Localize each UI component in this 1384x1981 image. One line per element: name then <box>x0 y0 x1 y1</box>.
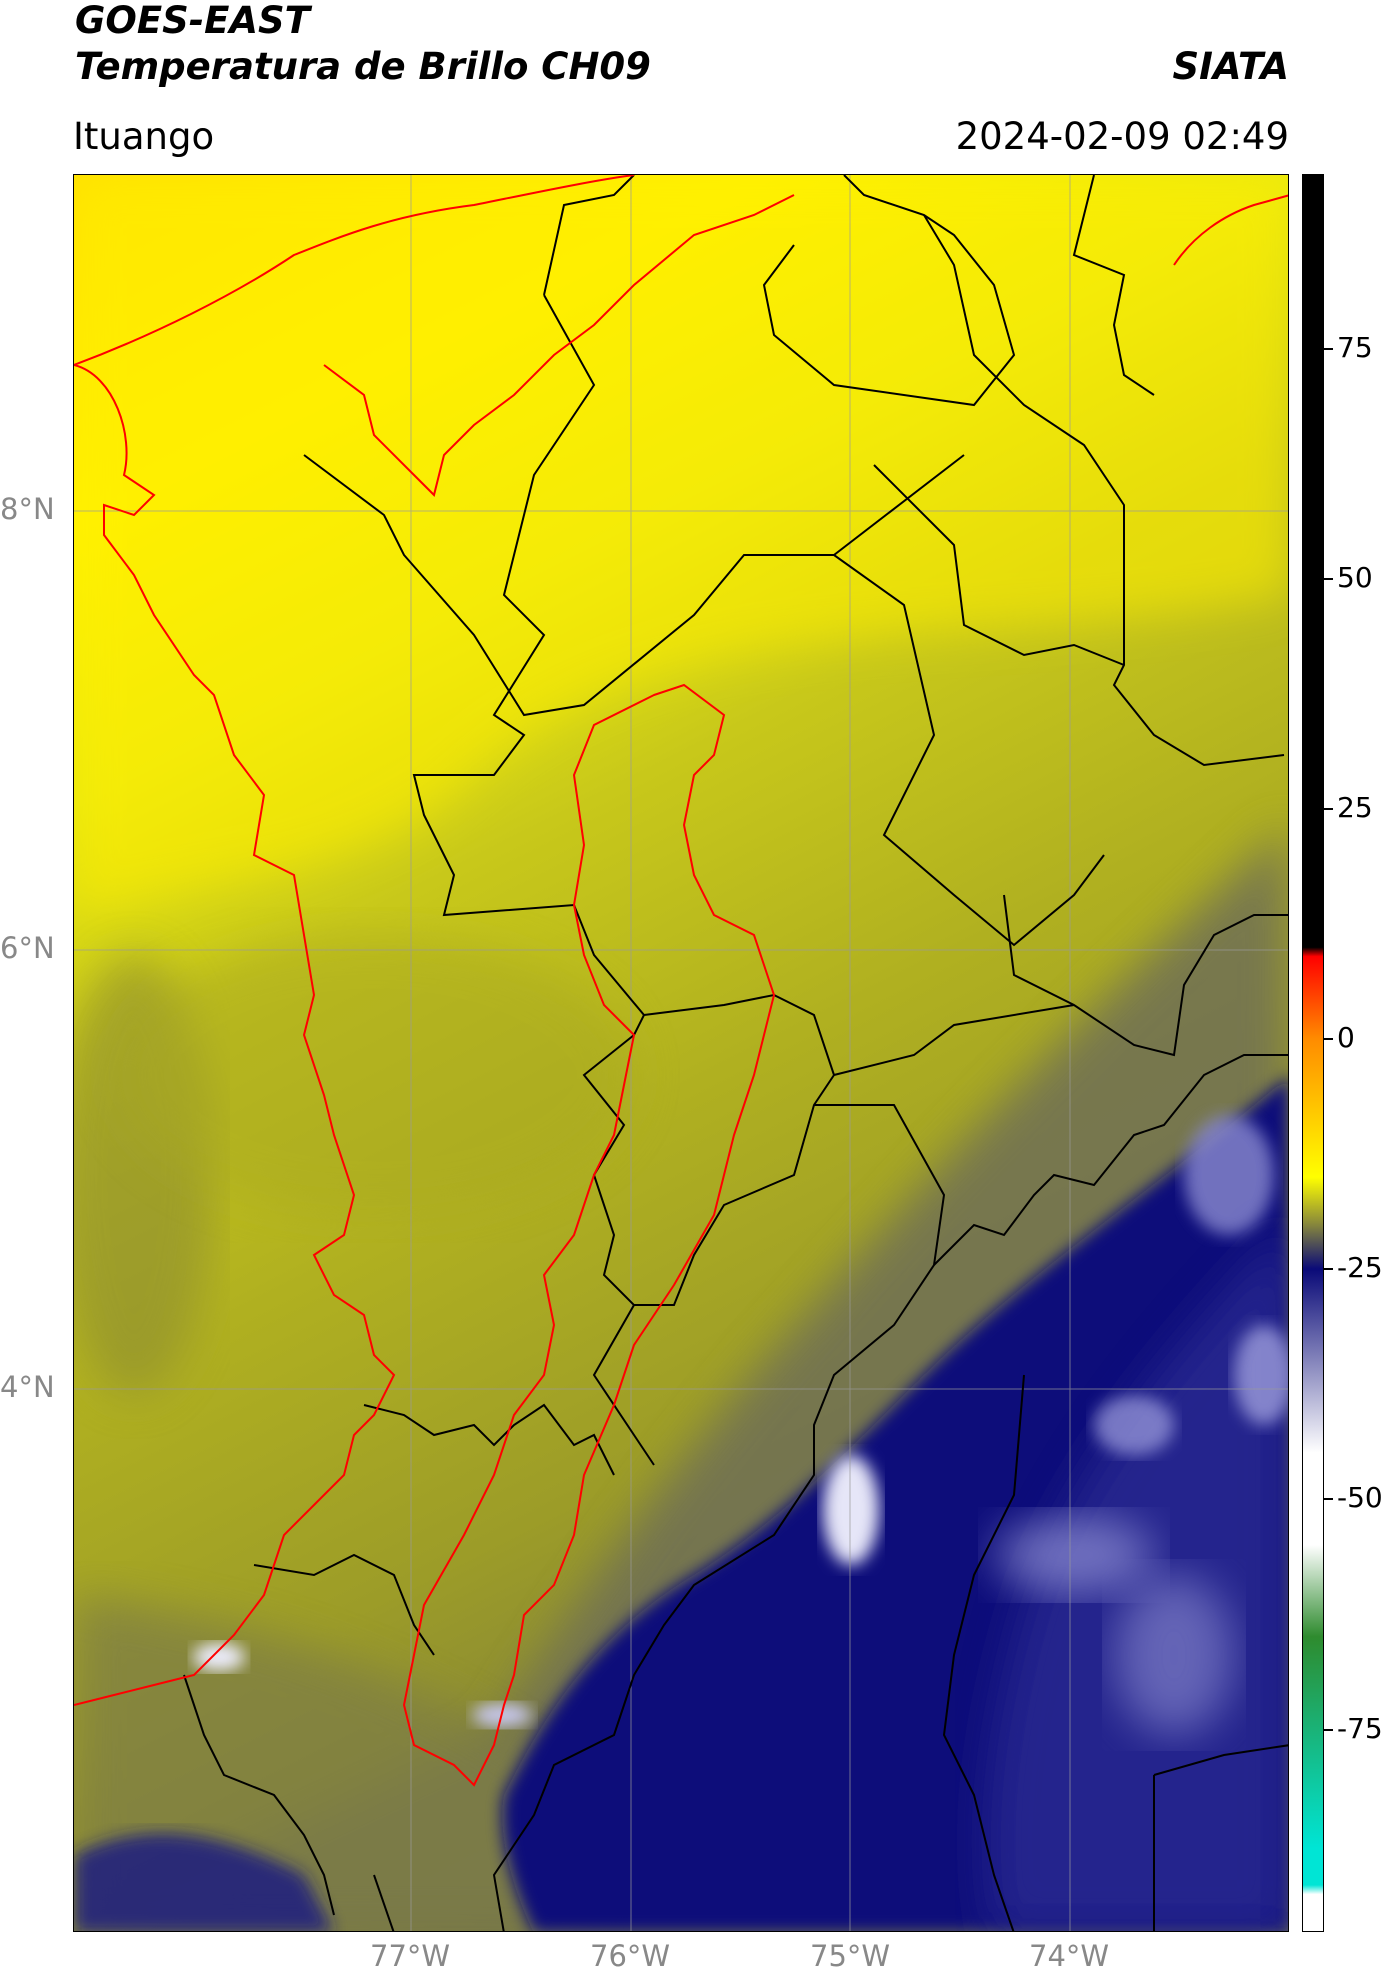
colorbar-tick-label: 50 <box>1337 560 1373 594</box>
lon-label-77w: 77°W <box>370 1939 451 1973</box>
colorbar-tick-mark <box>1324 347 1333 350</box>
colorbar-tick-label: 25 <box>1337 791 1373 825</box>
lon-label-76w: 76°W <box>590 1939 671 1973</box>
department-boundaries <box>183 175 1288 1931</box>
title-product: Temperatura de Brillo CH09 <box>75 45 651 88</box>
lat-label-8n: 8°N <box>0 492 55 526</box>
colorbar-tick-mark <box>1324 1728 1333 1731</box>
brightness-temperature-map <box>73 174 1289 1932</box>
brand-label: SIATA <box>1172 45 1289 88</box>
colorbar-tick-mark <box>1324 1498 1333 1501</box>
colorbar-tick-mark <box>1324 577 1333 580</box>
colorbar-tick-mark <box>1324 1038 1333 1041</box>
colorbar-tick-mark <box>1324 1268 1333 1271</box>
colorbar-tick-label: -25 <box>1337 1251 1383 1285</box>
lon-label-75w: 75°W <box>810 1939 891 1973</box>
coastline-and-basin <box>74 175 1288 1787</box>
datetime-label: 2024-02-09 02:49 <box>955 115 1289 158</box>
title-satellite: GOES-EAST <box>75 0 310 42</box>
lon-label-74w: 74°W <box>1029 1939 1110 1973</box>
lat-label-4n: 4°N <box>0 1370 55 1404</box>
map-svg <box>74 175 1288 1931</box>
colorbar-tick-label: 75 <box>1337 330 1373 364</box>
colorbar-tick-label: -50 <box>1337 1481 1383 1515</box>
lat-label-6n: 6°N <box>0 931 55 965</box>
temperature-colorbar <box>1302 174 1324 1932</box>
location-label: Ituango <box>73 115 215 158</box>
colorbar-tick-label: 0 <box>1337 1021 1355 1055</box>
colorbar-tick-mark <box>1324 808 1333 811</box>
colorbar-tick-label: -75 <box>1337 1711 1383 1745</box>
